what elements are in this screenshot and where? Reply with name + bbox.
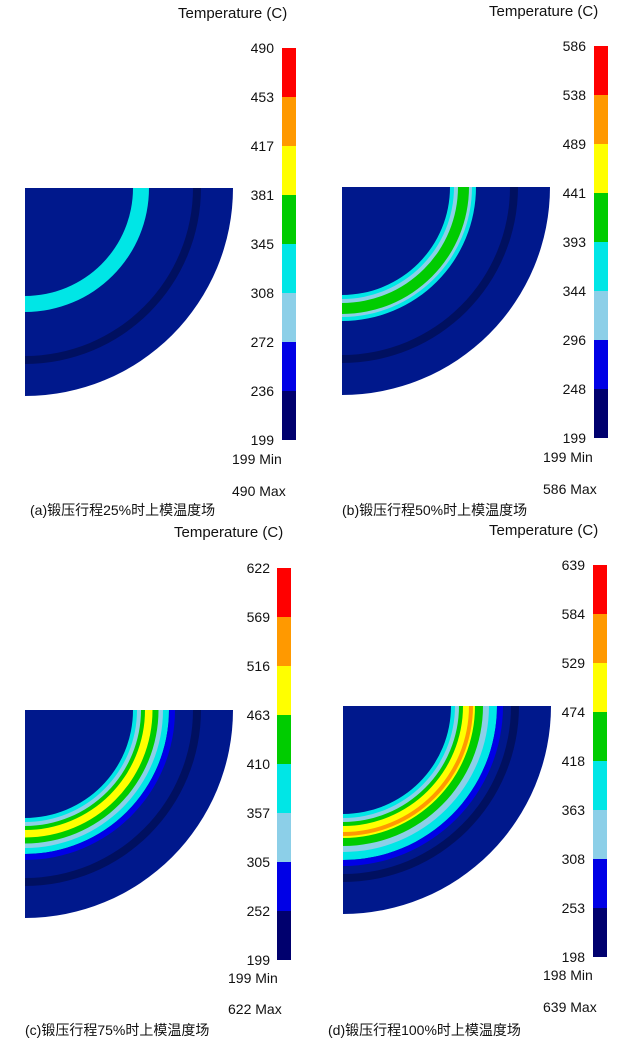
colorbar-segment — [282, 342, 296, 391]
colorbar-tick-label: 357 — [246, 805, 270, 821]
colorbar-tick-label: 639 — [561, 557, 585, 573]
colorbar-segment — [282, 244, 296, 293]
die-body — [25, 188, 233, 396]
colorbar-tick-label: 569 — [246, 609, 270, 625]
temperature-field — [342, 187, 550, 395]
colorbar-tick-label: 272 — [250, 334, 274, 350]
colorbar-segment — [594, 389, 608, 438]
colorbar-tick-label: 622 — [246, 560, 270, 576]
colorbar-tick-label: 490 — [250, 40, 274, 56]
colorbar — [277, 568, 291, 960]
caption: (d)锻压行程100%时上模温度场 — [328, 1022, 521, 1038]
colorbar-tick-label: 236 — [250, 383, 274, 399]
max-label: 586 Max — [543, 481, 597, 497]
colorbar-segment — [594, 46, 608, 95]
colorbar-tick-label: 199 — [250, 432, 274, 448]
heat-band-cyan — [25, 188, 149, 312]
colorbar-tick-label: 248 — [562, 381, 586, 397]
colorbar-segment — [593, 908, 607, 957]
temperature-field — [25, 710, 233, 918]
colorbar-tick-label: 253 — [561, 900, 585, 916]
heat-band-yellow — [25, 710, 153, 838]
colorbar-segment — [593, 859, 607, 908]
caption: (b)锻压行程50%时上模温度场 — [342, 502, 528, 518]
colorbar-tick-label: 417 — [250, 138, 274, 154]
colorbar-segment — [277, 911, 291, 960]
colorbar-tick-label: 198 — [561, 949, 585, 965]
max-label: 639 Max — [543, 999, 597, 1015]
colorbar-tick-label: 308 — [561, 851, 585, 867]
min-label: 198 Min — [543, 967, 593, 983]
colorbar-segment — [593, 663, 607, 712]
colorbar-segment — [593, 614, 607, 663]
colorbar-tick-label: 463 — [246, 707, 270, 723]
colorbar-segment — [594, 242, 608, 291]
die-body — [342, 187, 550, 395]
heat-band-yellow — [343, 706, 475, 838]
caption: (c)锻压行程75%时上模温度场 — [25, 1022, 210, 1038]
legend-title: Temperature (C) — [489, 522, 599, 539]
colorbar-tick-label: 584 — [561, 606, 585, 622]
colorbar-tick-label: 441 — [562, 185, 586, 201]
colorbar-segment — [282, 146, 296, 195]
colorbar-segment — [593, 761, 607, 810]
colorbar-segment — [594, 291, 608, 340]
colorbar-tick-label: 296 — [562, 332, 586, 348]
colorbar-segment — [277, 715, 291, 764]
colorbar-segment — [282, 48, 296, 97]
colorbar-tick-label: 418 — [561, 753, 585, 769]
colorbar-segment — [593, 565, 607, 614]
colorbar-tick-label: 252 — [246, 903, 270, 919]
colorbar-tick-label: 199 — [562, 430, 586, 446]
min-label: 199 Min — [228, 970, 278, 986]
colorbar-tick-label: 529 — [561, 655, 585, 671]
colorbar — [282, 48, 296, 440]
colorbar-tick-label: 363 — [561, 802, 585, 818]
colorbar-tick-label: 489 — [562, 136, 586, 152]
colorbar-tick-label: 305 — [246, 854, 270, 870]
colorbar-tick-label: 586 — [562, 38, 586, 54]
colorbar-segment — [277, 764, 291, 813]
colorbar-tick-label: 381 — [250, 187, 274, 203]
colorbar-tick-label: 344 — [562, 283, 586, 299]
colorbar-tick-label: 516 — [246, 658, 270, 674]
colorbar-segment — [277, 813, 291, 862]
colorbar-segment — [277, 862, 291, 911]
caption: (a)锻压行程25%时上模温度场 — [30, 502, 216, 518]
legend-title: Temperature (C) — [174, 524, 284, 541]
colorbar-tick-label: 345 — [250, 236, 274, 252]
colorbar-segment — [277, 666, 291, 715]
colorbar-tick-label: 308 — [250, 285, 274, 301]
legend-title: Temperature (C) — [489, 3, 599, 20]
colorbar — [594, 46, 608, 438]
temperature-field — [25, 188, 233, 396]
min-label: 199 Min — [543, 449, 593, 465]
colorbar-segment — [277, 568, 291, 617]
colorbar-segment — [277, 617, 291, 666]
legend-title: Temperature (C) — [178, 5, 288, 22]
colorbar-tick-label: 410 — [246, 756, 270, 772]
colorbar-tick-label: 538 — [562, 87, 586, 103]
colorbar-segment — [282, 195, 296, 244]
min-label: 199 Min — [232, 451, 282, 467]
colorbar-segment — [593, 712, 607, 761]
colorbar-segment — [594, 144, 608, 193]
temperature-field — [343, 706, 551, 914]
heat-band-lightblue — [343, 706, 489, 852]
colorbar-tick-label: 199 — [246, 952, 270, 968]
colorbar-segment — [594, 193, 608, 242]
colorbar-segment — [593, 810, 607, 859]
colorbar — [593, 565, 607, 957]
colorbar-segment — [282, 293, 296, 342]
colorbar-segment — [282, 97, 296, 146]
colorbar-tick-label: 474 — [561, 704, 585, 720]
colorbar-tick-label: 453 — [250, 89, 274, 105]
max-label: 622 Max — [228, 1001, 282, 1017]
colorbar-segment — [282, 391, 296, 440]
colorbar-segment — [594, 340, 608, 389]
colorbar-segment — [594, 95, 608, 144]
colorbar-tick-label: 393 — [562, 234, 586, 250]
heat-band-green — [342, 187, 469, 314]
max-label: 490 Max — [232, 483, 286, 499]
